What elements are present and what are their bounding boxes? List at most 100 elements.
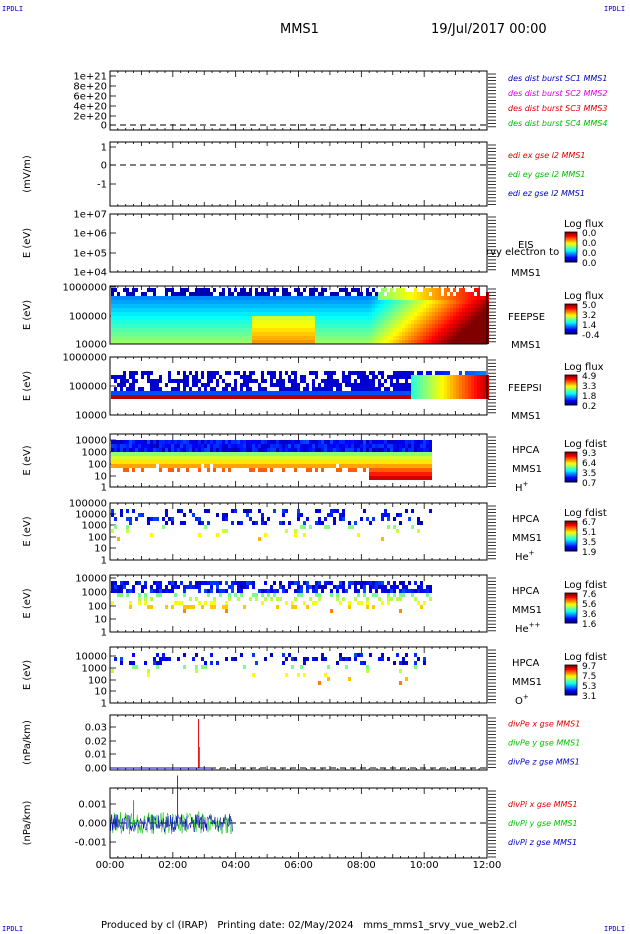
spectrogram-cell — [150, 316, 153, 320]
spectrogram-cell — [450, 387, 453, 391]
spectrogram-cell — [225, 444, 228, 448]
spectrogram-cell — [303, 304, 306, 308]
spectrogram-cell — [357, 456, 360, 460]
spectrogram-cell — [132, 332, 135, 336]
spectrogram-cell — [261, 336, 264, 340]
spectrogram-cell — [399, 320, 402, 324]
spectrogram-cell — [126, 379, 129, 383]
spectrogram-cell — [213, 452, 216, 456]
spectrogram-cell — [297, 316, 300, 320]
spectrogram-cell — [114, 375, 117, 379]
spectrogram-cell — [444, 288, 447, 292]
spectrogram-cell — [324, 371, 327, 375]
spectrogram-cell — [192, 444, 195, 448]
spectrogram-cell — [441, 340, 444, 344]
spectrogram-cell — [180, 452, 183, 456]
colorbar-segment — [565, 611, 577, 614]
spectrogram-cell — [330, 304, 333, 308]
colorbar-tick-label: 6.4 — [582, 459, 597, 469]
spectrogram-cell — [261, 468, 264, 472]
spectrogram-cell — [198, 452, 201, 456]
spectrogram-cell — [402, 324, 405, 328]
spectrogram-cell — [195, 464, 198, 468]
spectrogram-cell — [261, 300, 264, 304]
spectrogram-cell — [363, 387, 366, 391]
spectrogram-cell — [168, 336, 171, 340]
spectrogram-cell — [258, 509, 261, 513]
spectrogram-cell — [399, 304, 402, 308]
spectrogram-cell — [183, 395, 186, 399]
spectrogram-cell — [447, 375, 450, 379]
spectrogram-cell — [294, 529, 297, 533]
spectrogram-cell — [132, 328, 135, 332]
spectrogram-cell — [390, 585, 393, 589]
spectrogram-cell — [228, 292, 231, 296]
spectrogram-cell — [381, 308, 384, 312]
spectrogram-cell — [333, 460, 336, 464]
spectrogram-cell — [480, 375, 483, 379]
spectrogram-cell — [147, 375, 150, 379]
spectrogram-cell — [309, 391, 312, 395]
spectrogram-cell — [384, 444, 387, 448]
spectrogram-cell — [228, 464, 231, 468]
spectrogram-cell — [273, 288, 276, 292]
spectrogram-cell — [468, 308, 471, 312]
spectrogram-cell — [393, 476, 396, 480]
colorbar-segment — [565, 255, 577, 258]
spectrogram-cell — [123, 375, 126, 379]
spectrogram-cell — [144, 324, 147, 328]
spectrogram-cell — [123, 340, 126, 344]
spectrogram-cell — [210, 304, 213, 308]
spectrogram-cell — [198, 328, 201, 332]
spectrogram-cell — [426, 387, 429, 391]
spectrogram-cell — [144, 391, 147, 395]
spectrogram-cell — [456, 387, 459, 391]
spectrogram-cell — [264, 292, 267, 296]
spectrogram-cell — [264, 308, 267, 312]
spectrogram-cell — [405, 589, 408, 593]
spectrogram-cell — [309, 316, 312, 320]
spectrogram-cell — [333, 332, 336, 336]
spectrogram-cell — [339, 452, 342, 456]
spectrogram-cell — [309, 292, 312, 296]
spectrogram-cell — [453, 300, 456, 304]
spectrogram-cell — [483, 316, 486, 320]
spectrogram-cell — [156, 391, 159, 395]
spectrogram-cell — [114, 332, 117, 336]
spectrogram-cell — [192, 316, 195, 320]
spectrogram-cell — [318, 456, 321, 460]
spectrogram-cell — [216, 340, 219, 344]
spectrogram-cell — [279, 308, 282, 312]
spectrogram-cell — [369, 448, 372, 452]
spectrogram-cell — [195, 597, 198, 601]
y-tick-label: 1e+21 — [73, 72, 107, 83]
spectrogram-cell — [459, 288, 462, 292]
colorbar-title: Log flux — [564, 362, 604, 373]
spectrogram-cell — [423, 391, 426, 395]
spectrogram-cell — [450, 296, 453, 300]
spectrogram-cell — [426, 379, 429, 383]
spectrogram-cell — [351, 288, 354, 292]
spectrogram-cell — [405, 585, 408, 589]
spectrogram-cell — [357, 324, 360, 328]
y-tick-label: 1000000 — [62, 353, 107, 364]
spectrogram-cell — [360, 387, 363, 391]
spectrogram-cell — [396, 375, 399, 379]
spectrogram-cell — [396, 383, 399, 387]
colorbar-segment — [565, 538, 577, 541]
spectrogram-cell — [465, 296, 468, 300]
spectrogram-cell — [477, 379, 480, 383]
spectrogram-cell — [393, 585, 396, 589]
spectrogram-cell — [225, 601, 228, 605]
spectrogram-cell — [405, 387, 408, 391]
spectrogram-cell — [378, 448, 381, 452]
spectrogram-cell — [348, 336, 351, 340]
spectrogram-cell — [255, 395, 258, 399]
spectrogram-cell — [411, 460, 414, 464]
spectrogram-cell — [471, 379, 474, 383]
spectrogram-cell — [363, 308, 366, 312]
spectrogram-cell — [288, 395, 291, 399]
spectrogram-cell — [159, 464, 162, 468]
spectrogram-cell — [330, 440, 333, 444]
spectrogram-cell — [150, 589, 153, 593]
